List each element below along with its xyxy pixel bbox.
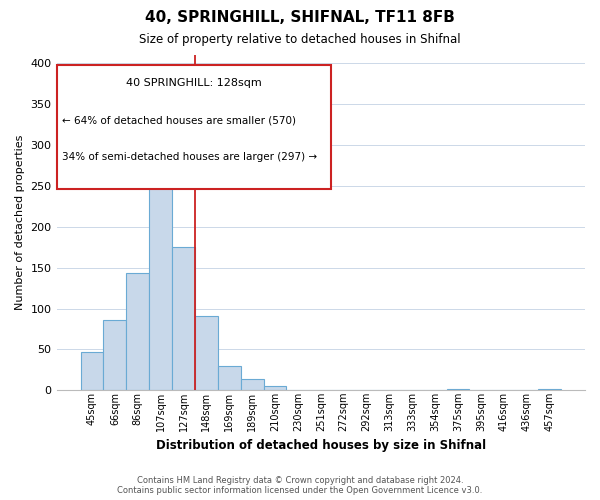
Text: 40 SPRINGHILL: 128sqm: 40 SPRINGHILL: 128sqm <box>126 78 262 88</box>
Bar <box>446 388 469 390</box>
Bar <box>149 148 172 390</box>
Text: Contains HM Land Registry data © Crown copyright and database right 2024.
Contai: Contains HM Land Registry data © Crown c… <box>118 476 482 495</box>
Text: 40, SPRINGHILL, SHIFNAL, TF11 8FB: 40, SPRINGHILL, SHIFNAL, TF11 8FB <box>145 10 455 25</box>
Bar <box>127 272 149 390</box>
Text: 34% of semi-detached houses are larger (297) →: 34% of semi-detached houses are larger (… <box>62 152 317 162</box>
Text: Size of property relative to detached houses in Shifnal: Size of property relative to detached ho… <box>139 32 461 46</box>
Y-axis label: Number of detached properties: Number of detached properties <box>15 135 25 310</box>
Text: ← 64% of detached houses are smaller (570): ← 64% of detached houses are smaller (57… <box>62 116 296 126</box>
FancyBboxPatch shape <box>56 65 331 189</box>
Bar <box>195 316 218 390</box>
Bar <box>103 320 127 390</box>
X-axis label: Distribution of detached houses by size in Shifnal: Distribution of detached houses by size … <box>156 440 486 452</box>
Bar <box>538 388 561 390</box>
Bar <box>241 379 263 390</box>
Bar <box>80 352 103 391</box>
Bar <box>172 247 195 390</box>
Bar <box>218 366 241 390</box>
Bar <box>263 386 286 390</box>
